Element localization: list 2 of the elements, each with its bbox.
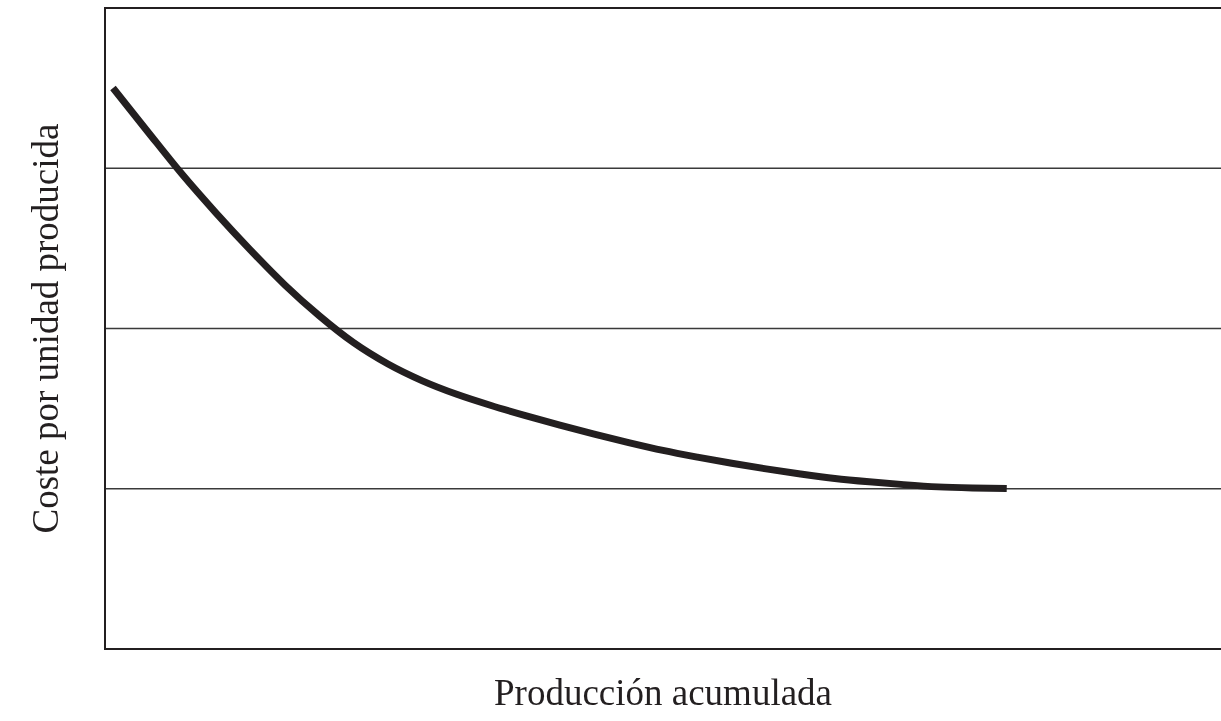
x-axis-title: Producción acumulada — [493, 672, 833, 713]
y-axis-title: Coste por unidad producida — [25, 123, 66, 534]
